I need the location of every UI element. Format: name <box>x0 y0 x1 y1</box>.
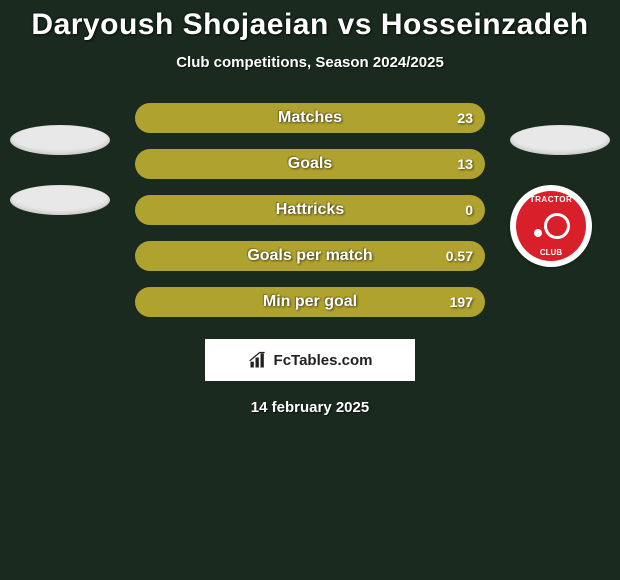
player-left-column <box>10 125 110 215</box>
stat-bar: Goals 13 <box>135 149 485 179</box>
stat-bar: Hattricks 0 <box>135 195 485 225</box>
stat-value-right: 0.57 <box>446 248 473 264</box>
stat-value-right: 0 <box>465 202 473 218</box>
season-subtitle: Club competitions, Season 2024/2025 <box>0 54 620 71</box>
stat-label: Goals per match <box>247 247 372 265</box>
page-title: Daryoush Shojaeian vs Hosseinzadeh <box>0 0 620 42</box>
bar-chart-icon <box>248 350 268 370</box>
tractor-icon <box>532 213 570 239</box>
stat-value-right: 23 <box>457 110 473 126</box>
stat-bar: Min per goal 197 <box>135 287 485 317</box>
player-left-photo-placeholder <box>10 125 110 155</box>
stat-bar: Goals per match 0.57 <box>135 241 485 271</box>
watermark: FcTables.com <box>205 339 415 381</box>
badge-bottom-text: CLUB <box>516 248 586 257</box>
stat-value-right: 13 <box>457 156 473 172</box>
stats-list: Matches 23 Goals 13 Hattricks 0 Goals per matc… <box>135 103 485 317</box>
footer-date: 14 february 2025 <box>0 399 620 416</box>
stat-value-right: 197 <box>450 294 473 310</box>
player-left-club-placeholder <box>10 185 110 215</box>
player-right-photo-placeholder <box>510 125 610 155</box>
tractor-club-badge-inner: TRACTOR CLUB <box>516 191 586 261</box>
stat-label: Hattricks <box>276 201 344 219</box>
player-right-column: TRACTOR CLUB <box>510 125 610 267</box>
stat-bar: Matches 23 <box>135 103 485 133</box>
badge-top-text: TRACTOR <box>516 195 586 204</box>
comparison-card: Daryoush Shojaeian vs Hosseinzadeh Club … <box>0 0 620 580</box>
stat-label: Goals <box>288 155 332 173</box>
watermark-text: FcTables.com <box>274 352 373 369</box>
player-right-club-badge: TRACTOR CLUB <box>510 185 592 267</box>
stat-label: Min per goal <box>263 293 357 311</box>
stat-label: Matches <box>278 109 342 127</box>
